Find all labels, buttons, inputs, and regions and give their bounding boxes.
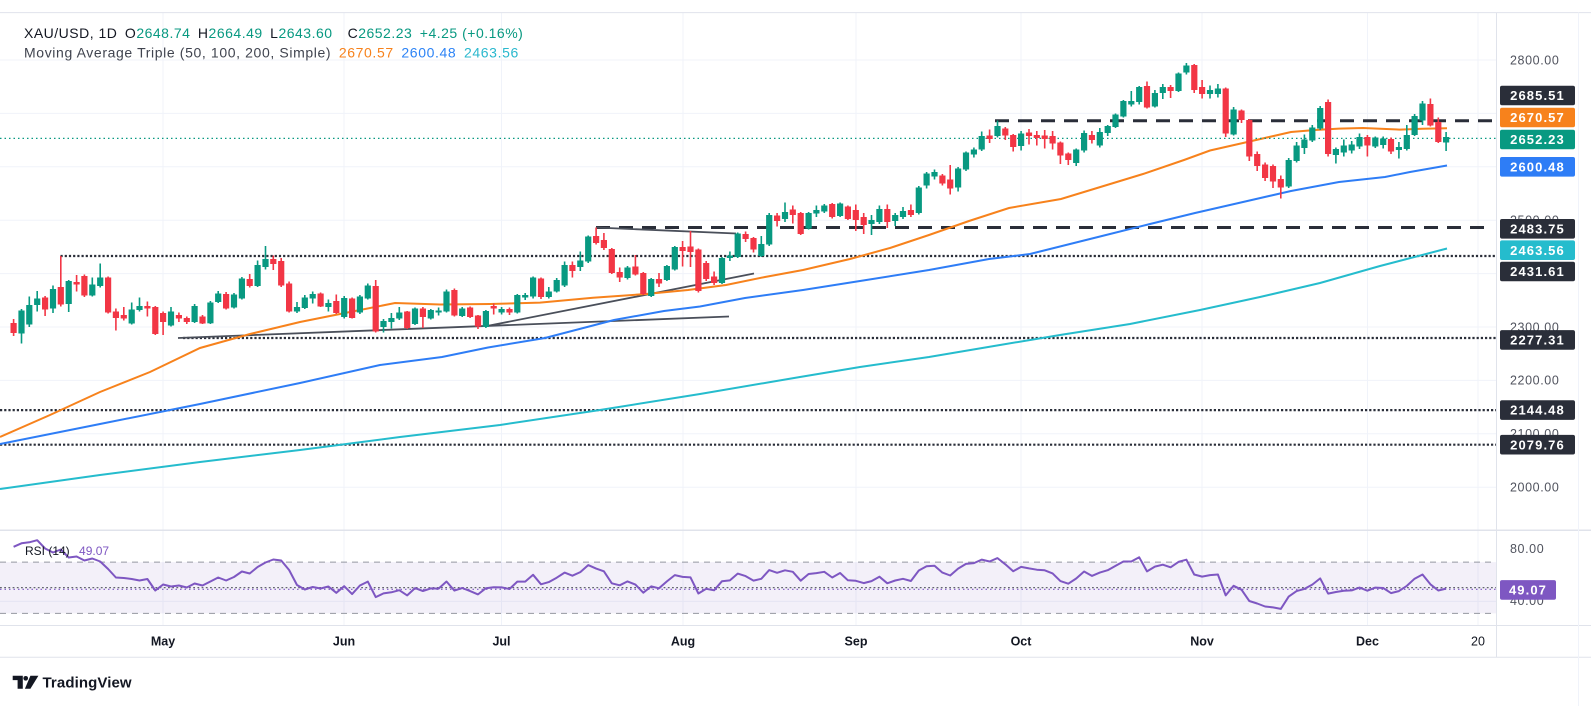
svg-text:2483.75: 2483.75 — [1510, 221, 1565, 236]
svg-text:2000.00: 2000.00 — [1510, 481, 1559, 495]
svg-text:2652.23: 2652.23 — [1510, 132, 1565, 147]
svg-text:Jul: Jul — [492, 635, 510, 649]
svg-text:TradingView: TradingView — [43, 675, 132, 692]
svg-text:2670.57: 2670.57 — [1510, 110, 1565, 125]
svg-text:Moving Average Triple (50, 100: Moving Average Triple (50, 100, 200, Sim… — [24, 45, 519, 61]
svg-text:2277.31: 2277.31 — [1510, 333, 1565, 348]
svg-text:Nov: Nov — [1190, 635, 1214, 649]
svg-text:RSI (14) 49.07: RSI (14) 49.07 — [25, 544, 109, 558]
svg-text:2079.76: 2079.76 — [1510, 437, 1565, 452]
svg-text:2144.48: 2144.48 — [1510, 403, 1565, 418]
svg-text:2800.00: 2800.00 — [1510, 53, 1559, 67]
svg-text:2685.51: 2685.51 — [1510, 88, 1565, 103]
svg-text:Jun: Jun — [333, 635, 355, 649]
svg-text:Dec: Dec — [1356, 635, 1379, 649]
svg-text:20: 20 — [1471, 635, 1485, 649]
svg-text:2200.00: 2200.00 — [1510, 374, 1559, 388]
svg-text:Aug: Aug — [671, 635, 695, 649]
svg-text:2463.56: 2463.56 — [1510, 243, 1565, 258]
svg-text:2431.61: 2431.61 — [1510, 264, 1565, 279]
svg-text:80.00: 80.00 — [1510, 542, 1544, 556]
svg-text:May: May — [151, 635, 175, 649]
svg-text:Sep: Sep — [845, 635, 868, 649]
svg-text:2600.48: 2600.48 — [1510, 159, 1565, 174]
svg-text:Oct: Oct — [1011, 635, 1033, 649]
svg-text:49.07: 49.07 — [1509, 583, 1547, 598]
svg-text:XAU/USD, 1D O2648.74 H2664.49: XAU/USD, 1D O2648.74 H2664.49 L2643.60 C… — [24, 25, 523, 41]
